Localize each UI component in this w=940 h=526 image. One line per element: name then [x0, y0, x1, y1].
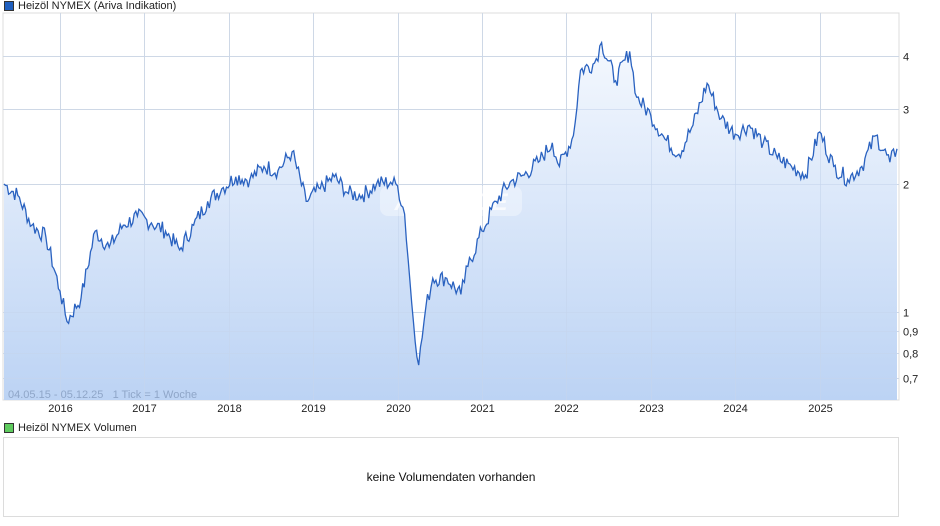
x-tick-label: 2022 — [554, 403, 578, 415]
grid-lines-overlay — [3, 13, 899, 400]
date-range-label: 04.05.15 - 05.12.25 1 Tick = 1 Woche — [8, 389, 197, 401]
no-volume-message: keine Volumendaten vorhanden — [366, 470, 536, 484]
x-tick-label: 2024 — [723, 403, 747, 415]
x-tick-label: 2021 — [470, 403, 494, 415]
x-tick-label: 2017 — [132, 403, 156, 415]
y-tick-label: 0,7 — [903, 374, 918, 386]
y-axis: 4 3 2 1 0,9 0,8 0,7 — [903, 52, 918, 386]
price-line — [3, 40, 898, 366]
x-tick-label: 2025 — [808, 403, 832, 415]
x-tick-label: 2020 — [386, 403, 410, 415]
price-legend-swatch — [4, 1, 14, 11]
y-tick-label: 0,8 — [903, 349, 918, 361]
volume-legend-swatch — [4, 423, 14, 433]
price-legend-label: Heizöl NYMEX (Ariva Indikation) — [18, 0, 177, 12]
x-tick-label: 2019 — [301, 403, 325, 415]
volume-legend: Heizöl NYMEX Volumen — [4, 422, 137, 434]
y-tick-label: 3 — [903, 105, 909, 117]
y-tick-label: 1 — [903, 308, 909, 320]
x-axis: 2016 2017 2018 2019 2020 2021 2022 2023 2024 2025 — [48, 403, 832, 415]
price-chart: ARIVA.DE 04.05.15 - 05.12.25 1 Tick = 1 … — [2, 12, 918, 415]
x-tick-label: 2016 — [48, 403, 72, 415]
price-legend: Heizöl NYMEX (Ariva Indikation) — [4, 0, 176, 12]
x-tick-label: 2018 — [217, 403, 241, 415]
volume-legend-label: Heizöl NYMEX Volumen — [18, 422, 137, 434]
y-tick-label: 0,9 — [903, 327, 918, 339]
svg-text:ARIVA.DE: ARIVA.DE — [394, 189, 509, 216]
y-tick-label: 4 — [903, 52, 909, 64]
x-tick-label: 2023 — [639, 403, 663, 415]
y-tick-label: 2 — [903, 180, 909, 192]
price-area — [4, 42, 897, 400]
volume-panel: keine Volumendaten vorhanden — [3, 437, 899, 517]
